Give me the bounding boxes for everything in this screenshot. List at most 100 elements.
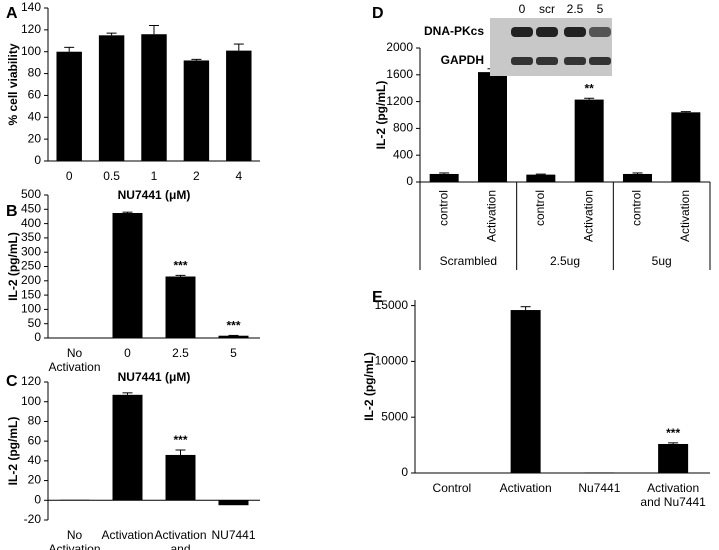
blot xyxy=(490,18,612,76)
x-tick-label: Control xyxy=(432,481,472,495)
x-tick-label: 4 xyxy=(235,169,243,183)
bar xyxy=(165,276,196,338)
band xyxy=(564,27,586,37)
x-tick-label: Activation and Nu7441 xyxy=(640,481,706,509)
error-bar xyxy=(680,111,691,113)
y-tick-label: 140 xyxy=(21,0,41,14)
bar xyxy=(218,500,249,506)
error-bar xyxy=(520,306,531,311)
group-label: Scrambled xyxy=(440,254,497,268)
x-tick-label: Activation xyxy=(499,481,552,495)
x-tick-label: control xyxy=(533,190,547,226)
x-tick-label: 0.5 xyxy=(103,169,120,183)
y-tick-label: 0 xyxy=(401,465,408,479)
y-tick-label: 60 xyxy=(28,88,42,102)
annotation: *** xyxy=(666,426,680,440)
band xyxy=(536,27,558,37)
x-tick-label: Activation xyxy=(101,528,154,542)
x-tick-label: control xyxy=(436,190,450,226)
annotation: *** xyxy=(173,259,187,273)
bar xyxy=(658,443,689,473)
y-tick-label: 80 xyxy=(28,414,42,428)
y-tick-label: 200 xyxy=(21,273,41,287)
error-bar xyxy=(632,172,643,174)
bar xyxy=(526,174,556,182)
bar xyxy=(478,72,507,182)
x-tick-label: 0 xyxy=(124,346,131,360)
y-tick-label: 1200 xyxy=(386,94,413,108)
bar xyxy=(226,50,252,161)
panel-letter: B xyxy=(6,203,18,220)
error-bar xyxy=(122,211,133,214)
y-tick-label: 0 xyxy=(34,153,41,167)
x-tick-label: No Activation xyxy=(48,346,101,374)
y-axis-label: IL-2 (pg/mL) xyxy=(362,352,376,421)
y-tick-label: 100 xyxy=(21,394,41,408)
lane-label: 2.5 xyxy=(567,2,584,16)
y-tick-label: 2000 xyxy=(386,40,413,54)
y-tick-label: 1600 xyxy=(386,67,413,81)
panel-letter: E xyxy=(372,289,383,306)
bar xyxy=(141,34,167,161)
y-tick-label: 0 xyxy=(34,492,41,506)
error-bar xyxy=(233,43,244,51)
error-bar xyxy=(149,24,159,35)
bar xyxy=(112,394,143,501)
y-tick-label: 500 xyxy=(21,187,41,201)
y-tick-label: 800 xyxy=(393,121,413,135)
y-tick-label: 40 xyxy=(28,109,42,123)
y-tick-label: 50 xyxy=(28,316,42,330)
group-label: 5ug xyxy=(652,254,672,268)
y-axis-label: IL-2 (pg/mL) xyxy=(374,81,388,150)
y-tick-label: -20 xyxy=(24,512,42,526)
x-tick-label: control xyxy=(630,190,644,226)
x-tick-label: 0 xyxy=(65,169,73,183)
y-tick-label: 0 xyxy=(34,330,41,344)
y-tick-label: 20 xyxy=(28,131,42,145)
group-label: 2.5ug xyxy=(550,254,580,268)
y-tick-label: 400 xyxy=(21,216,41,230)
x-tick-label: Activation xyxy=(678,190,692,242)
panel-letter: A xyxy=(6,5,18,22)
bar xyxy=(574,99,604,182)
y-tick-label: 0 xyxy=(406,174,413,188)
y-tick-label: 450 xyxy=(21,201,41,215)
bar xyxy=(56,51,82,161)
y-tick-label: 20 xyxy=(28,473,42,487)
error-bar xyxy=(191,58,202,61)
y-tick-label: 120 xyxy=(21,374,41,388)
x-tick-label: Nu7441 xyxy=(578,481,621,495)
lane-label: 5 xyxy=(597,2,604,16)
x-axis-label: NU7441 (μM) xyxy=(118,188,191,202)
band xyxy=(536,57,558,65)
y-axis-label: IL-2 (pg/mL) xyxy=(6,417,20,486)
x-tick-label: NU7441 xyxy=(211,528,256,542)
error-bar xyxy=(668,442,679,444)
x-tick-label: No Activation xyxy=(48,528,101,550)
y-tick-label: 60 xyxy=(28,433,42,447)
band xyxy=(589,57,611,65)
error-bar xyxy=(122,392,133,395)
bar xyxy=(112,213,143,338)
x-tick-label: 1 xyxy=(150,169,158,183)
y-tick-label: 250 xyxy=(21,259,41,273)
bar xyxy=(98,35,125,162)
annotation: *** xyxy=(173,433,187,447)
x-tick-label: 5 xyxy=(230,346,237,360)
error-bar xyxy=(106,32,117,36)
band xyxy=(564,57,586,65)
row-label: GAPDH xyxy=(441,53,484,67)
band xyxy=(511,27,533,37)
error-bar xyxy=(64,46,75,52)
bar xyxy=(623,173,652,182)
lane-label: scr xyxy=(539,2,555,16)
band xyxy=(589,27,611,37)
x-tick-label: Activation xyxy=(581,190,595,242)
x-tick-label: 2 xyxy=(193,169,200,183)
y-tick-label: 40 xyxy=(28,453,42,467)
bar xyxy=(429,173,459,182)
y-axis-label: IL-2 (pg/mL) xyxy=(6,232,20,301)
panel-letter: D xyxy=(372,5,384,22)
